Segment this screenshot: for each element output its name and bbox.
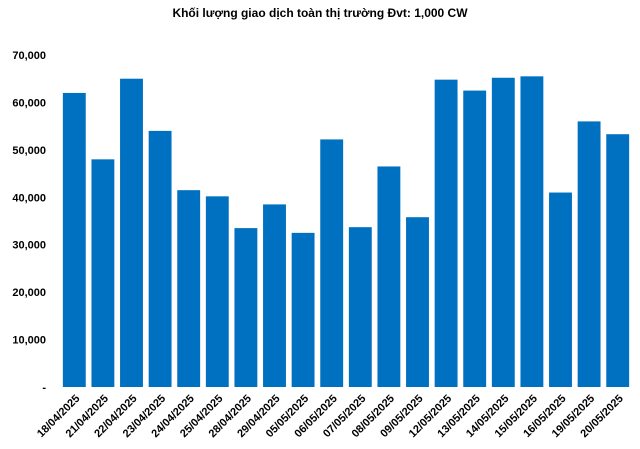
bar (148, 130, 172, 387)
y-tick-label: 20,000 (12, 287, 46, 299)
bar (177, 190, 201, 387)
y-tick-label: 30,000 (12, 240, 46, 252)
y-tick-label: 70,000 (12, 50, 46, 62)
y-axis-ticks: - 10,000 20,000 30,000 40,000 50,000 60,000 70,… (12, 50, 46, 394)
bar (577, 121, 601, 388)
bar (320, 139, 344, 387)
bar (120, 78, 143, 387)
bar (463, 90, 487, 388)
bar (348, 227, 372, 387)
y-tick-label: 10,000 (12, 335, 46, 347)
chart-title: Khối lượng giao dịch toàn thị trường Đvt… (172, 6, 468, 20)
bar (434, 79, 458, 388)
bar (62, 92, 86, 387)
bar (91, 159, 115, 387)
bar (205, 196, 229, 387)
bars (62, 76, 630, 388)
bar (549, 192, 572, 387)
y-tick-label: - (42, 382, 46, 394)
y-tick-label: 50,000 (12, 145, 46, 157)
bar (234, 228, 258, 387)
bar (606, 134, 630, 387)
y-tick-label: 40,000 (12, 192, 46, 204)
y-tick-label: 60,000 (12, 97, 46, 109)
bar (406, 217, 429, 387)
bar (263, 204, 286, 387)
bar (291, 232, 315, 387)
bar (520, 76, 544, 387)
x-axis-ticks: 18/04/202521/04/202522/04/202523/04/2025… (35, 393, 626, 440)
bar (491, 77, 515, 387)
bar (377, 166, 401, 387)
